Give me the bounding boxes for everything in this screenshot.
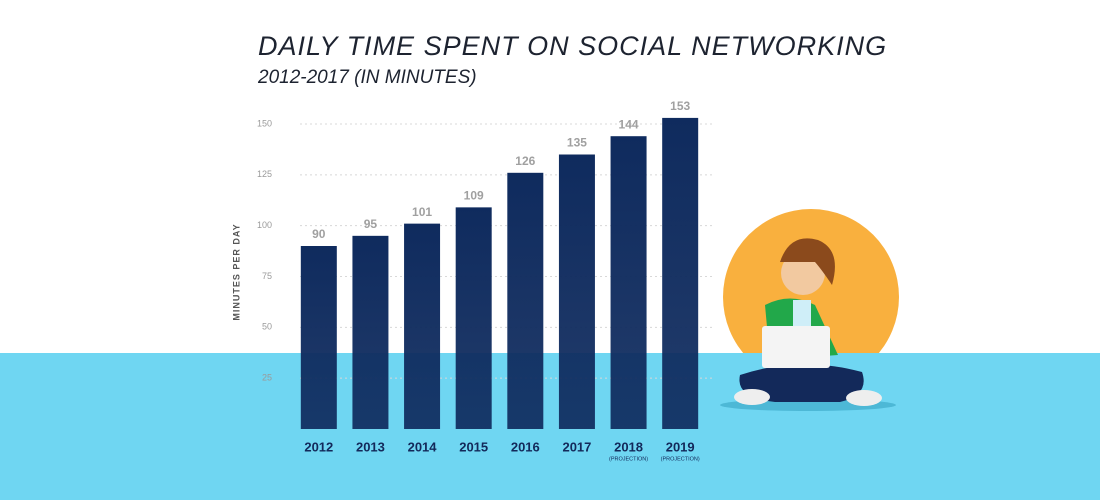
laptop xyxy=(762,326,830,368)
bar xyxy=(610,136,647,429)
x-tick-label: 2014 xyxy=(408,439,438,454)
legs xyxy=(739,364,864,402)
x-tick-label: 2013 xyxy=(356,439,385,454)
bar xyxy=(455,207,492,429)
grid-layer xyxy=(300,123,712,379)
illustration xyxy=(720,209,902,411)
x-tick-label: 2012 xyxy=(304,439,333,454)
shoe-left xyxy=(734,389,770,405)
value-label: 126 xyxy=(515,154,535,168)
bar xyxy=(558,154,595,429)
value-label: 109 xyxy=(464,189,484,203)
y-tick-label: 75 xyxy=(262,271,272,281)
value-label: 144 xyxy=(619,117,639,131)
undershirt xyxy=(793,300,811,330)
value-label: 95 xyxy=(364,217,378,231)
bar xyxy=(300,246,337,429)
y-tick-label: 150 xyxy=(257,118,272,128)
background-top xyxy=(0,0,1100,353)
bar xyxy=(352,235,389,429)
shoe-right xyxy=(846,390,882,406)
x-tick-label: 2016 xyxy=(511,439,540,454)
y-tick-label: 25 xyxy=(262,373,272,383)
x-tick-label: 2019 xyxy=(666,439,695,454)
value-label: 135 xyxy=(567,136,587,150)
x-tick-label: 2015 xyxy=(459,439,488,454)
hair xyxy=(780,238,835,285)
bar xyxy=(507,172,544,430)
y-axis-label: MINUTES PER DAY xyxy=(231,223,241,320)
chart-subtitle: 2012-2017 (IN MINUTES) xyxy=(257,67,477,88)
x-tick-label: 2017 xyxy=(562,439,591,454)
value-label: 90 xyxy=(312,227,326,241)
x-tick-label: 2018 xyxy=(614,439,643,454)
bar xyxy=(404,223,441,429)
chart-title: DAILY TIME SPENT ON SOCIAL NETWORKING xyxy=(258,31,887,61)
background-bottom xyxy=(0,353,1100,500)
y-tick-label: 50 xyxy=(262,322,272,332)
y-tick-label: 125 xyxy=(257,169,272,179)
x-tick-note: (PROJECTION) xyxy=(609,456,648,462)
y-tick-label: 100 xyxy=(257,220,272,230)
value-label: 101 xyxy=(412,205,432,219)
bar xyxy=(662,117,699,430)
value-label: 153 xyxy=(670,99,690,113)
x-tick-note: (PROJECTION) xyxy=(661,456,700,462)
